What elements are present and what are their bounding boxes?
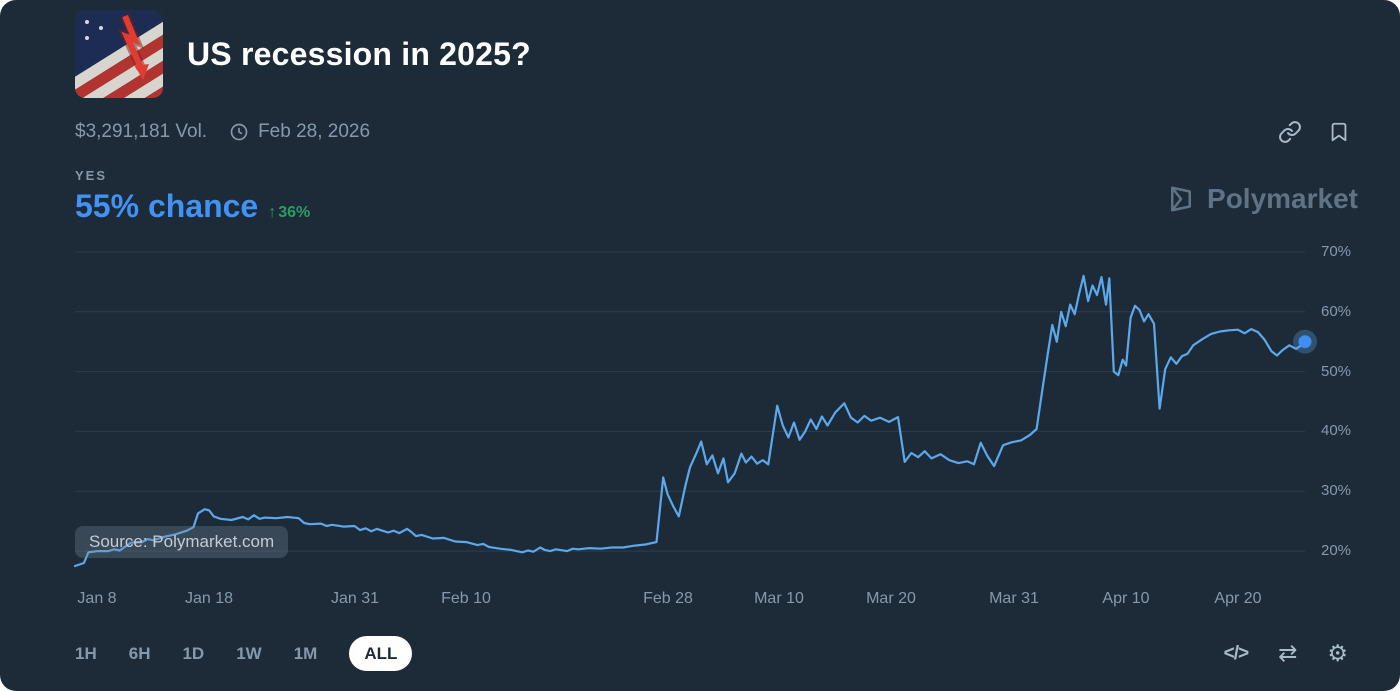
range-button-1m[interactable]: 1M <box>293 644 318 663</box>
up-arrow-icon: ↑ <box>268 204 277 221</box>
meta-row: $3,291,181 Vol. Feb 28, 2026 <box>0 98 1400 144</box>
swap-axes-icon[interactable]: ⇄ <box>1278 640 1298 666</box>
x-tick-label: Mar 20 <box>866 590 916 607</box>
y-tick-label: 40% <box>1321 422 1352 439</box>
price-chart[interactable]: 20% 30% 40% 50% 60% 70% Source: Polymarket.co… <box>73 243 1351 578</box>
source-watermark: Source: Polymarket.com <box>75 526 289 558</box>
x-axis-labels: Jan 8 Jan 18 Jan 31 Feb 10 Feb 28 Mar 10 Mar 2… <box>75 590 1305 612</box>
end-date-text: Feb 28, 2026 <box>258 121 371 142</box>
x-tick-label: Jan 31 <box>330 590 380 607</box>
time-range-selector: 1H 6H 1D 1W 1M ALL <box>75 636 413 671</box>
y-tick-label: 70% <box>1321 243 1352 260</box>
copy-link-icon[interactable] <box>1278 120 1302 144</box>
y-tick-label: 30% <box>1321 482 1352 499</box>
page-title: US recession in 2025? <box>187 35 531 72</box>
range-button-1d[interactable]: 1D <box>182 644 205 663</box>
chart-toolbar: 1H 6H 1D 1W 1M ALL </> ⇄ ⚙ <box>0 612 1400 671</box>
range-button-1h[interactable]: 1H <box>75 644 97 663</box>
change-value: 36% <box>278 204 311 221</box>
x-tick-label: Mar 31 <box>989 590 1039 607</box>
header: US recession in 2025? <box>0 0 1400 98</box>
range-button-all[interactable]: ALL <box>349 636 413 671</box>
outcome-label: YES <box>75 168 108 183</box>
range-button-1w[interactable]: 1W <box>236 644 262 663</box>
price-chart-svg[interactable] <box>73 243 1317 578</box>
y-tick-label: 60% <box>1321 303 1352 320</box>
settings-gear-icon[interactable]: ⚙ <box>1327 640 1348 666</box>
bookmark-icon[interactable] <box>1328 120 1350 144</box>
y-tick-label: 50% <box>1321 363 1352 380</box>
x-tick-label: Jan 8 <box>77 590 117 607</box>
x-tick-label: Apr 10 <box>1102 590 1150 607</box>
us-flag-crash-image <box>75 10 163 98</box>
x-tick-label: Feb 10 <box>441 590 491 607</box>
y-tick-label: 20% <box>1321 542 1352 559</box>
chance-value: 55% chance <box>75 188 259 224</box>
embed-code-icon[interactable]: </> <box>1223 643 1250 664</box>
clock-icon <box>229 122 249 142</box>
outcome-block: YES 55% chance ↑ 36% <box>0 144 1400 225</box>
market-image <box>75 10 163 98</box>
x-tick-label: Jan 18 <box>184 590 234 607</box>
change-badge: ↑ 36% <box>268 204 310 222</box>
x-tick-label: Feb 28 <box>643 590 693 607</box>
range-button-6h[interactable]: 6H <box>128 644 151 663</box>
volume-text: $3,291,181 Vol. <box>75 121 208 142</box>
x-tick-label: Apr 20 <box>1214 590 1262 607</box>
y-axis-labels: 20% 30% 40% 50% 60% 70% <box>1321 243 1381 578</box>
x-tick-label: Mar 10 <box>754 590 804 607</box>
